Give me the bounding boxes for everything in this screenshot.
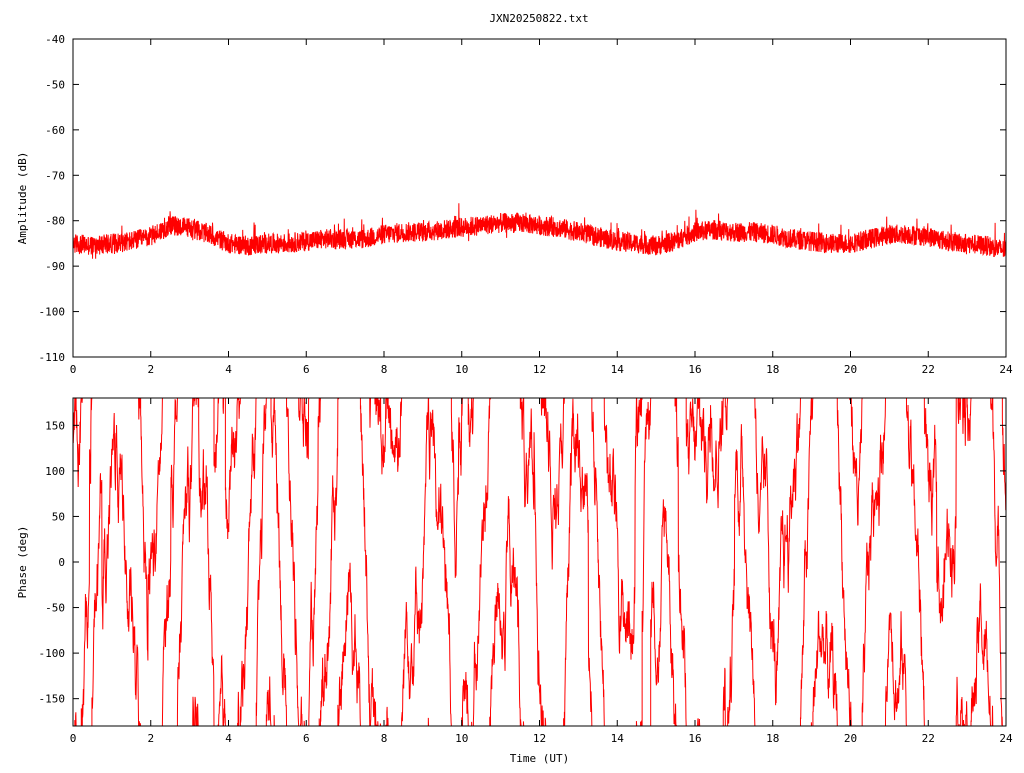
x-tick-label: 8	[381, 732, 388, 745]
amplitude-y-axis-label: Amplitude (dB)	[16, 152, 29, 245]
x-tick-label: 2	[147, 732, 154, 745]
y-tick-label: -80	[45, 215, 65, 228]
x-tick-label: 6	[303, 732, 310, 745]
x-tick-label: 24	[999, 363, 1013, 376]
x-tick-label: 22	[922, 732, 935, 745]
amplitude-x-tick-labels: 0 2 4 6 8 10 12 14 16 18 20 22 24	[70, 363, 1013, 376]
x-tick-label: 4	[225, 732, 232, 745]
y-tick-label: -40	[45, 33, 65, 46]
y-tick-label: -110	[39, 351, 66, 364]
y-tick-label: 150	[45, 419, 65, 432]
x-tick-label: 24	[999, 732, 1013, 745]
y-tick-label: -50	[45, 602, 65, 615]
y-tick-label: 100	[45, 465, 65, 478]
phase-x-tick-labels: 0 2 4 6 8 10 12 14 16 18 20 22 24	[70, 732, 1013, 745]
y-tick-label: -100	[39, 647, 66, 660]
x-tick-label: 14	[611, 363, 625, 376]
amplitude-series-line	[72, 203, 1007, 259]
x-tick-label: 16	[688, 363, 701, 376]
x-tick-label: 12	[533, 732, 546, 745]
x-tick-label: 8	[381, 363, 388, 376]
x-tick-label: 2	[147, 363, 154, 376]
amplitude-panel: 0 2 4 6 8 10 12 14 16 18 20 22 24 -40-50-60-70-80-90…	[16, 33, 1013, 376]
x-tick-label: 6	[303, 363, 310, 376]
amplitude-ticks	[72, 38, 1007, 358]
y-tick-label: -90	[45, 260, 65, 273]
phase-plot-frame	[72, 397, 1007, 727]
x-tick-label: 20	[844, 363, 857, 376]
x-tick-label: 10	[455, 363, 468, 376]
phase-x-axis-label: Time (UT)	[510, 752, 570, 765]
x-tick-label: 20	[844, 732, 857, 745]
y-tick-label: -100	[39, 306, 66, 319]
y-tick-label: -60	[45, 124, 65, 137]
y-tick-label: -50	[45, 78, 65, 91]
x-tick-label: 12	[533, 363, 546, 376]
x-tick-label: 18	[766, 732, 779, 745]
x-tick-label: 22	[922, 363, 935, 376]
x-tick-label: 10	[455, 732, 468, 745]
phase-y-tick-labels: 150 100 50 0 -50 -100 -150	[39, 419, 66, 705]
x-tick-label: 14	[611, 732, 625, 745]
x-tick-label: 4	[225, 363, 232, 376]
x-tick-label: 16	[688, 732, 701, 745]
x-tick-label: 18	[766, 363, 779, 376]
amplitude-plot-frame	[72, 38, 1007, 358]
phase-panel: 0 2 4 6 8 10 12 14 16 18 20 22 24 150100500-50-100-1…	[16, 397, 1013, 765]
y-tick-label: -150	[39, 693, 66, 706]
x-tick-label: 0	[70, 363, 77, 376]
x-tick-label: 0	[70, 732, 77, 745]
y-tick-label: -70	[45, 169, 65, 182]
y-tick-label: 0	[58, 556, 65, 569]
phase-y-axis-label: Phase (deg)	[16, 526, 29, 599]
chart-title: JXN20250822.txt	[489, 12, 588, 25]
amplitude-y-tick-labels: -40 -50 -60 -70 -80 -90 -100 -110	[39, 33, 66, 364]
y-tick-label: 50	[52, 510, 65, 523]
amplitude-series	[72, 203, 1007, 259]
